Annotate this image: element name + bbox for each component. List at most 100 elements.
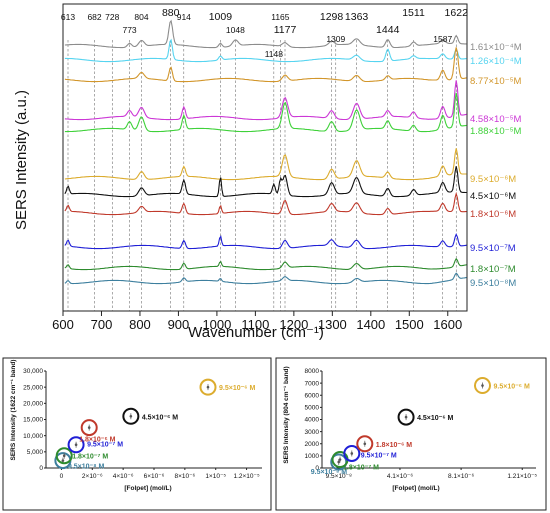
point-label: 1.8×10⁻⁷ M [343, 465, 379, 472]
point-marker [363, 442, 367, 446]
point-marker [129, 414, 133, 418]
point-ring [356, 435, 374, 453]
point-marker [87, 426, 91, 429]
inset-2-y-label: SERS Intensity (804 cm⁻¹ band) [283, 366, 290, 463]
peak-label: 1048 [226, 25, 245, 35]
inset-x-tick-label: 1.2×10⁻⁵ [233, 473, 259, 480]
inset-x-tick-label: 6×10⁻⁶ [144, 473, 165, 480]
point-ring [474, 377, 491, 395]
x-tick-label: 1100 [241, 317, 269, 332]
spectrum-line [64, 191, 467, 216]
inset-x-tick-label: 8.1×10⁻⁶ [448, 473, 474, 480]
inset-y-tick-label: 20,000 [23, 401, 43, 408]
point-ring [122, 407, 140, 425]
series-label: 8.77×10⁻⁵M [470, 76, 522, 87]
inset-1-y-label: SERS Intensity (1622 cm⁻¹ band) [10, 360, 17, 461]
point-label: 9.5×10⁻⁶ M [494, 384, 530, 391]
peak-label: 804 [134, 12, 148, 22]
x-axis-ticks: 600 700 800 900 1000 1100 1200 1300 1400 1500 1600 [52, 311, 462, 332]
inset-y-tick-label: 0 [39, 465, 43, 472]
point-label: 9.5×10⁻⁶ M [219, 385, 255, 392]
point-ring [55, 447, 73, 465]
spectra-plot-frame [62, 3, 468, 312]
point-label: 9.5×10⁻⁷ M [361, 452, 397, 459]
peak-label: 613 [61, 12, 75, 22]
series-label: 9.5×10⁻⁸M [470, 278, 516, 289]
x-tick-label: 900 [168, 317, 190, 332]
series-label: 4.5×10⁻⁶M [470, 191, 516, 202]
point-label: 1.8×10⁻⁶ M [376, 442, 412, 449]
concentration-labels: 1.61×10⁻⁴M 1.26×10⁻⁴M 8.77×10⁻⁵M 4.58×10⁻⁵M… [470, 42, 522, 289]
peak-label: 1177 [274, 24, 297, 36]
point-marker [338, 458, 342, 461]
inset-2-x-label: [Folpet] (mol/L) [392, 485, 439, 492]
inset-x-tick-label: 0 [60, 473, 64, 480]
point-label: 4.5×10⁻⁶ M [417, 415, 453, 422]
data-point: 1.8×10⁻⁷ M [55, 447, 108, 465]
inset-y-tick-label: 0 [315, 465, 319, 472]
x-tick-label: 1600 [433, 317, 462, 332]
spectrum-line [64, 272, 467, 285]
inset-2-points: 9.5×10⁻⁸ M1.8×10⁻⁷ M 9.5×10⁻⁷ M 1.8×10⁻⁶ M… [311, 377, 530, 476]
point-label: 1.8×10⁻⁷ M [72, 454, 108, 461]
x-tick-label: 1300 [318, 317, 347, 332]
peak-label: 1622 [445, 7, 469, 19]
point-ring [397, 408, 415, 426]
inset-1-frame [2, 357, 272, 511]
point-marker [337, 460, 341, 464]
inset-y-tick-label: 3000 [305, 429, 320, 436]
data-point: 1.8×10⁻⁶ M [356, 435, 412, 453]
x-tick-label: 800 [129, 317, 151, 332]
point-marker [481, 384, 484, 387]
spectrum-line [64, 47, 467, 83]
peak-label: 1298 [320, 11, 344, 23]
spectrum-line [64, 92, 467, 133]
peak-label: 682 [87, 12, 101, 22]
series-label: 9.5×10⁻⁷M [470, 243, 516, 254]
point-label: 1.8×10⁻⁶ M [79, 437, 115, 444]
inset-2-axes: 0 1000 2000 3000 4000 5000 6000 7000 8000 9.5×10⁻… [305, 368, 538, 480]
spectrum-line [64, 232, 467, 250]
peak-label: 728 [105, 12, 119, 22]
x-axis-label: Wavenumber (cm⁻¹) [188, 324, 324, 341]
inset-y-tick-label: 6000 [305, 392, 320, 399]
point-marker [206, 385, 210, 389]
point-label: 4.5×10⁻⁶ M [142, 414, 178, 421]
inset-x-tick-label: 8×10⁻⁶ [174, 473, 195, 480]
x-tick-label: 1000 [202, 317, 231, 332]
inset-y-tick-label: 1000 [305, 453, 320, 460]
inset-y-tick-label: 25,000 [23, 384, 43, 391]
inset-x-tick-label: 9.5×10⁻⁸ [326, 473, 352, 480]
inset-y-tick-label: 10,000 [23, 433, 43, 440]
series-label: 1.61×10⁻⁴M [470, 42, 522, 53]
inset-x-tick-label: 1×10⁻⁵ [205, 473, 226, 480]
point-ring [67, 436, 85, 454]
inset-y-tick-label: 5,000 [27, 449, 44, 456]
peak-label: 1309 [326, 34, 345, 44]
point-ring [80, 419, 98, 437]
series-label: 1.26×10⁻⁴M [470, 56, 522, 67]
point-ring [199, 378, 217, 396]
data-point: 4.5×10⁻⁶ M [122, 407, 178, 425]
series-label: 9.5×10⁻⁶M [470, 174, 516, 185]
spectrum-line [64, 38, 467, 63]
x-tick-label: 1500 [395, 317, 424, 332]
point-label: 9.5×10⁻⁸ M [311, 469, 348, 476]
point-marker [62, 454, 66, 458]
data-point: 9.5×10⁻⁶ M [474, 377, 530, 395]
spectrum-line [64, 166, 467, 198]
inset-y-tick-label: 5000 [305, 405, 320, 412]
peak-label: 1009 [209, 11, 233, 23]
inset-x-tick-label: 2×10⁻⁶ [82, 473, 103, 480]
series-label: 1.8×10⁻⁷M [470, 264, 516, 275]
data-point: 9.5×10⁻⁷ M [343, 444, 397, 462]
x-tick-label: 1400 [356, 317, 385, 332]
series-label: 1.8×10⁻⁶M [470, 209, 516, 220]
data-point: 1.8×10⁻⁶ M [79, 419, 116, 444]
series-label: 4.58×10⁻⁵M [470, 114, 522, 125]
data-point: 4.5×10⁻⁶ M [397, 408, 454, 426]
y-axis-label: SERS Intensity (a.u.) [13, 90, 30, 230]
